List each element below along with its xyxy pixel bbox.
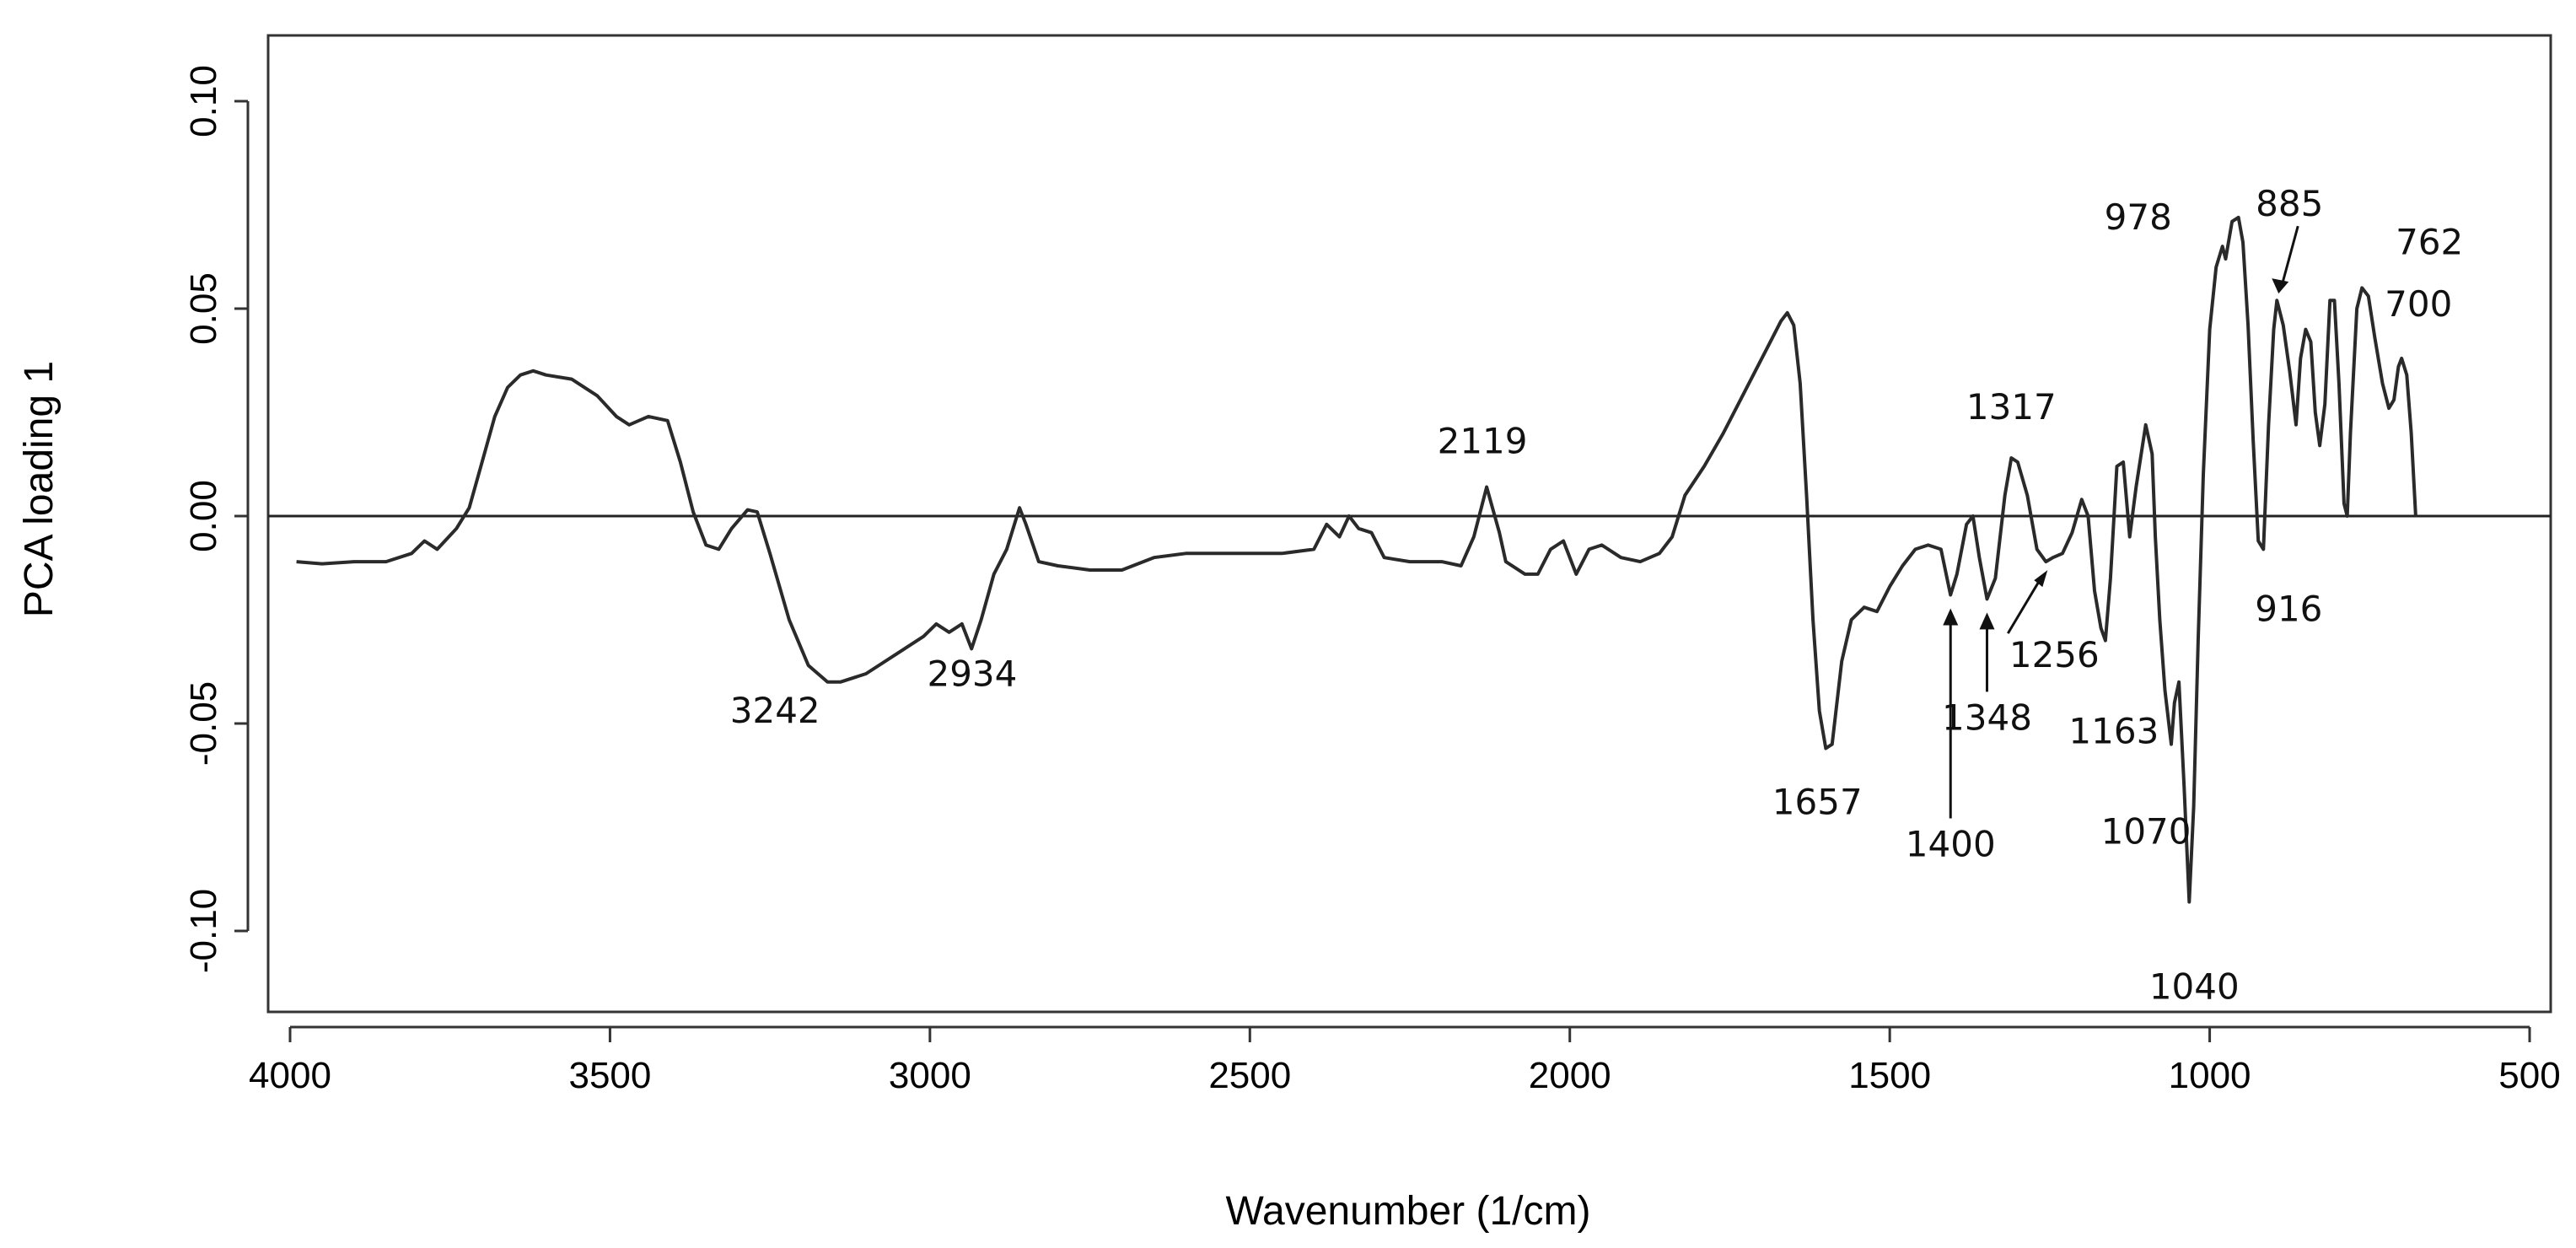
- y-tick-label: 0.05: [183, 272, 224, 345]
- y-tick-label: 0.10: [183, 65, 224, 137]
- plot-area: [266, 34, 2552, 1014]
- peak-arrow: [2280, 225, 2299, 286]
- peak-annotations: 3242 2934 2119 1657 1400 1348 1317 1256 1163 1070…: [730, 183, 2463, 1007]
- x-tick-label: 3500: [568, 1055, 651, 1096]
- peak-label: 1657: [1772, 782, 1863, 823]
- peak-label: 1317: [1966, 386, 2057, 428]
- x-axis-title: Wavenumber (1/cm): [1226, 1189, 1591, 1234]
- peak-arrow: [2007, 576, 2043, 634]
- peak-arrow-head: [2034, 570, 2048, 588]
- peak-arrow-head: [1979, 612, 1995, 630]
- peak-label: 2119: [1438, 421, 1528, 462]
- y-tick-label: 0.00: [183, 480, 224, 552]
- x-tick-label: 1000: [2169, 1055, 2251, 1096]
- x-tick-label: 2500: [1208, 1055, 1291, 1096]
- x-tick-label: 2000: [1529, 1055, 1611, 1096]
- y-axis: -0.10 -0.05 0.00 0.05 0.10: [183, 65, 250, 973]
- peak-label: 1400: [1906, 823, 1996, 864]
- peak-arrow-head: [2272, 278, 2289, 294]
- x-tick-label: 3000: [889, 1055, 971, 1096]
- y-axis-title: PCA loading 1: [17, 361, 62, 617]
- plot-frame: [266, 34, 2552, 1014]
- peak-label: 1256: [2009, 634, 2100, 675]
- peak-label: 1348: [1942, 697, 2032, 738]
- series-group: [268, 215, 2551, 904]
- peak-label: 885: [2256, 183, 2323, 224]
- peak-label: 978: [2105, 196, 2172, 238]
- peak-label: 1163: [2068, 711, 2159, 752]
- peak-label: 700: [2385, 283, 2452, 325]
- x-axis: 4000 3500 3000 2500 2000 1500 1000 500: [249, 1025, 2561, 1096]
- x-tick-label: 500: [2498, 1055, 2560, 1096]
- loading-series-line: [296, 215, 2417, 904]
- y-tick-label: -0.10: [183, 889, 224, 973]
- x-tick-label: 4000: [249, 1055, 331, 1096]
- x-tick-label: 1500: [1848, 1055, 1931, 1096]
- peak-label: 762: [2396, 221, 2463, 262]
- peak-label: 1040: [2149, 966, 2240, 1008]
- peak-arrow-head: [1943, 608, 1959, 626]
- peak-label: 916: [2255, 588, 2322, 629]
- peak-label: 3242: [730, 690, 820, 731]
- peak-label: 2934: [927, 653, 1017, 694]
- y-tick-label: -0.05: [183, 681, 224, 766]
- peak-label: 1070: [2101, 811, 2191, 853]
